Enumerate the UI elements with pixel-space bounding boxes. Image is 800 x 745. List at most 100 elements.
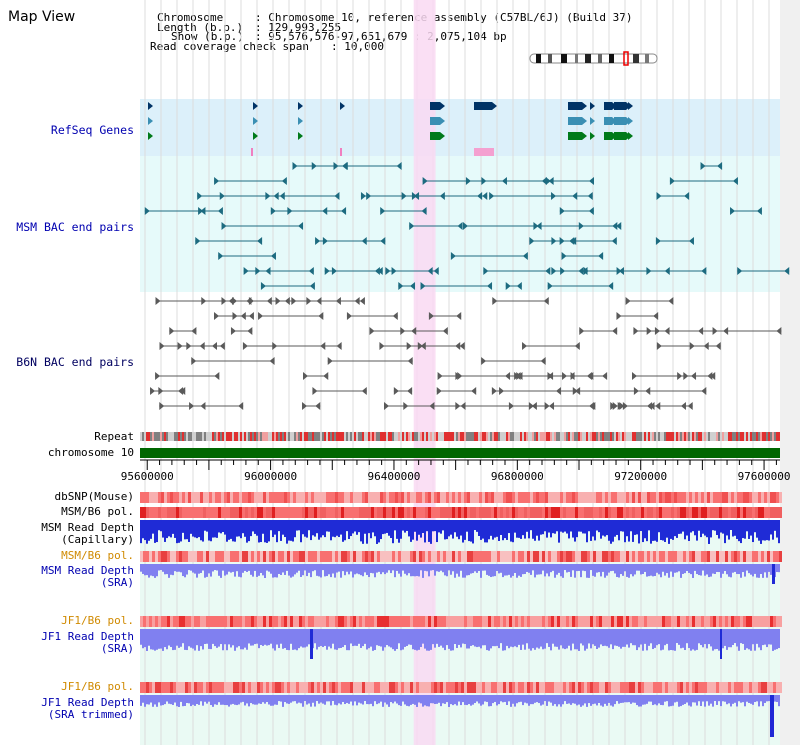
depth-bar [366, 695, 368, 705]
gene-arrow [440, 102, 445, 110]
heat-cell [602, 551, 605, 562]
depth-bar [692, 629, 694, 650]
depth-bar [506, 564, 508, 576]
repeat-element [274, 432, 276, 441]
heat-cell [539, 551, 542, 562]
heat-cell [710, 507, 713, 518]
depth-bar [698, 564, 700, 576]
heat-cell [263, 551, 266, 562]
depth-bar [620, 629, 622, 649]
heat-cell [251, 616, 254, 627]
depth-bar [514, 629, 516, 647]
heat-cell [215, 682, 218, 693]
repeat-element [770, 432, 772, 441]
heat-cell [515, 551, 518, 562]
depth-bar [166, 629, 168, 650]
depth-bar [208, 564, 210, 574]
heat-cell [503, 616, 506, 627]
heat-cell [701, 682, 704, 693]
heat-cell [395, 682, 398, 693]
heat-cell [719, 616, 722, 627]
bac-end [545, 267, 551, 275]
heat-cell [377, 616, 380, 627]
depth-bar [224, 520, 226, 535]
heat-cell [362, 551, 365, 562]
depth-bar [252, 520, 254, 532]
heat-cell [215, 492, 218, 503]
heat-cell [731, 507, 734, 518]
repeat-element [598, 432, 600, 441]
heat-cell [230, 492, 233, 503]
heat-cell [419, 492, 422, 503]
gene-arrow [582, 102, 587, 110]
depth-bar [714, 520, 716, 531]
track-label-b6n-bac[interactable]: B6N BAC end pairs [16, 355, 134, 369]
depth-bar [404, 564, 406, 574]
heat-cell [209, 551, 212, 562]
depth-bar [580, 520, 582, 532]
heat-cell [317, 682, 320, 693]
depth-bar [144, 629, 146, 648]
repeat-element [228, 432, 230, 441]
depth-bar [526, 520, 528, 532]
gene-block [474, 102, 492, 110]
heat-cell [509, 551, 512, 562]
depth-bar [272, 695, 274, 706]
heat-cell [365, 682, 368, 693]
repeat-element [190, 432, 192, 441]
depth-bar [754, 520, 756, 533]
heat-cell [188, 507, 191, 518]
depth-bar [688, 629, 690, 649]
heat-cell [719, 682, 722, 693]
depth-bar [224, 564, 226, 576]
depth-bar [596, 629, 598, 649]
heat-cell [428, 682, 431, 693]
depth-bar [276, 629, 278, 645]
depth-bar [196, 629, 198, 646]
depth-bar [340, 629, 342, 648]
heat-cell [539, 616, 542, 627]
depth-bar [382, 564, 384, 573]
repeat-element [162, 432, 164, 441]
depth-bar [686, 629, 688, 644]
depth-bar [764, 629, 766, 645]
depth-bar [450, 695, 452, 705]
heat-cell [338, 616, 341, 627]
track-label-msm-bac[interactable]: MSM BAC end pairs [16, 220, 134, 234]
depth-bar [406, 520, 408, 531]
heat-cell [626, 492, 629, 503]
track-label-refseq[interactable]: RefSeq Genes [50, 123, 134, 137]
depth-bar [486, 520, 488, 543]
depth-bar [574, 629, 576, 650]
depth-bar [556, 564, 558, 575]
repeat-element [216, 432, 218, 441]
heat-cell [197, 551, 200, 562]
heat-cell [692, 507, 695, 518]
depth-bar [472, 695, 474, 705]
heat-cell [182, 616, 185, 627]
depth-bar [348, 695, 350, 704]
heat-cell [266, 492, 269, 503]
depth-bar [328, 629, 330, 647]
depth-bar [208, 520, 210, 541]
heat-cell [167, 616, 170, 627]
heat-cell [770, 551, 773, 562]
bac-end [369, 327, 375, 335]
depth-bar [256, 564, 258, 577]
heat-cell [758, 616, 761, 627]
repeat-element [180, 432, 182, 441]
depth-bar [162, 695, 164, 706]
bac-end [218, 252, 224, 260]
heat-cell [605, 551, 608, 562]
heat-cell [320, 682, 323, 693]
heat-cell [380, 551, 383, 562]
heat-cell [701, 492, 704, 503]
depth-bar [614, 629, 616, 646]
heat-cell [509, 682, 512, 693]
heat-cell [500, 551, 503, 562]
heat-cell [497, 507, 500, 518]
heat-cell [740, 551, 743, 562]
heat-cell [173, 682, 176, 693]
heat-cell [605, 616, 608, 627]
